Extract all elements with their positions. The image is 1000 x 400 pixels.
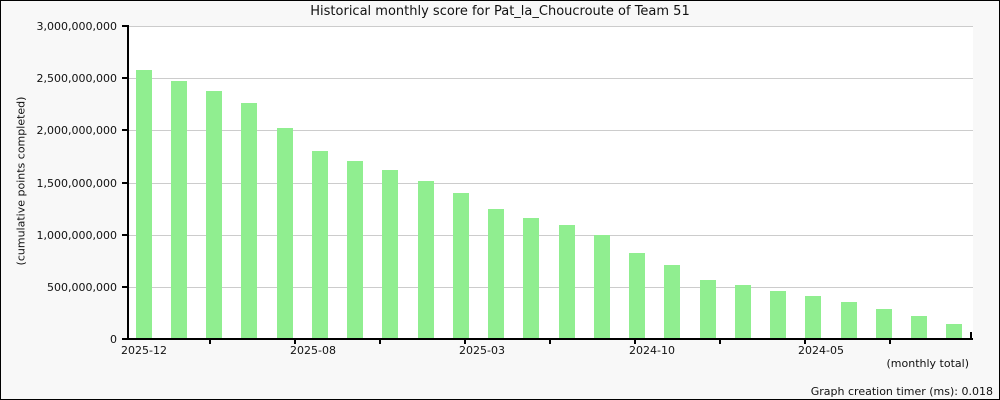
gridline (128, 182, 973, 184)
plot-area (128, 26, 973, 339)
x-tick-label: 2025-08 (290, 344, 336, 357)
x-tick-label: 2024-05 (798, 344, 844, 357)
x-tick-mark (889, 340, 891, 344)
bar (276, 128, 293, 339)
bar (593, 235, 610, 339)
y-tick-label: 2,500,000,000 (36, 72, 117, 86)
y-tick-label: 1,000,000,000 (36, 228, 117, 242)
bar (770, 291, 787, 339)
y-tick-label: 2,000,000,000 (36, 124, 117, 138)
x-tick-mark (804, 340, 806, 344)
y-tick-mark (122, 77, 128, 80)
y-tick-label: 500,000,000 (47, 280, 117, 294)
bar (488, 208, 505, 339)
x-axis-end-tick (970, 332, 972, 339)
bar (699, 280, 716, 339)
bar (241, 103, 258, 339)
gridline (128, 130, 973, 132)
bar (911, 316, 928, 339)
x-tick-mark (634, 340, 636, 344)
gridline (128, 26, 973, 27)
bar (946, 324, 963, 339)
bar (206, 90, 223, 339)
y-tick-label: 1,500,000,000 (36, 176, 117, 190)
x-tick-mark (719, 340, 721, 344)
y-tick-label: 0 (110, 333, 117, 346)
x-tick-mark (464, 340, 466, 344)
bar (734, 285, 751, 339)
bar (382, 169, 399, 339)
y-tick-mark (122, 129, 128, 132)
chart-title: Historical monthly score for Pat_la_Chou… (310, 4, 690, 19)
y-tick-mark (122, 285, 128, 288)
bar (135, 69, 152, 339)
x-axis-note: (monthly total) (886, 357, 970, 370)
bar (452, 193, 469, 339)
bar (805, 296, 822, 339)
y-tick-label: 3,000,000,000 (36, 20, 117, 33)
graph-creation-timer: Graph creation timer (ms): 0.018 (810, 385, 993, 398)
x-tick-mark (379, 340, 381, 344)
x-tick-mark (294, 340, 296, 344)
x-tick-label: 2024-10 (629, 344, 675, 357)
gridline (128, 78, 973, 80)
bar (523, 218, 540, 339)
bar (347, 160, 364, 339)
bar (311, 150, 328, 339)
bar (875, 309, 892, 339)
x-tick-mark (209, 340, 211, 344)
y-tick-mark (122, 25, 128, 27)
bar (417, 181, 434, 339)
x-axis-line (127, 338, 973, 340)
y-tick-mark (122, 338, 128, 340)
x-tick-label: 2025-12 (121, 344, 167, 357)
y-tick-mark (122, 233, 128, 236)
y-tick-mark (122, 181, 128, 184)
bar (840, 301, 857, 339)
bar (629, 252, 646, 339)
bar (558, 224, 575, 339)
y-axis-title: (cumulative points completed) (14, 96, 28, 266)
y-axis-line (127, 25, 129, 340)
x-tick-label: 2025-03 (459, 344, 505, 357)
gridline (128, 234, 973, 236)
x-tick-mark (549, 340, 551, 344)
bar (664, 265, 681, 339)
gridline (128, 286, 973, 288)
bar (170, 81, 187, 339)
